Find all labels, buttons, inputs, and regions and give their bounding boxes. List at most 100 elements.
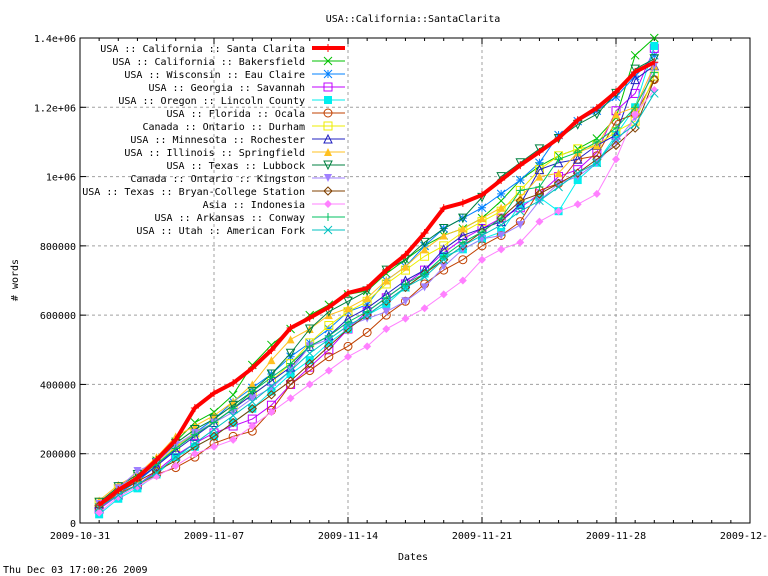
legend-entry: USA :: Illinois :: Springfield [124, 148, 345, 159]
marker-stroke [286, 366, 295, 375]
marker-filled-diamond [95, 508, 104, 517]
legend-entry: Asia :: Indonesia [203, 200, 345, 211]
legend-entry: USA :: Minnesota :: Rochester [130, 133, 345, 146]
marker-filled-diamond [229, 435, 238, 444]
marker-down-triangle [266, 369, 277, 380]
axes: 0 200000 400000 600000 800000 1e+06 1.2e+06 1.4… [34, 34, 768, 542]
marker-filled-diamond [478, 255, 486, 264]
marker-diamond [209, 431, 219, 442]
marker-circle [305, 366, 315, 376]
marker-filled-diamond [382, 325, 391, 333]
legend-label: USA :: Wisconsin :: Eau Claire [124, 70, 305, 81]
legend-entry: USA :: California :: Santa Clarita [100, 44, 345, 55]
marker-stroke [496, 196, 506, 206]
legend-label: USA :: Florida :: Ocala [167, 109, 305, 120]
legend-entry: USA :: Oregon :: Lincoln County [118, 96, 345, 107]
marker-down-triangle [419, 237, 430, 248]
marker-filled-diamond [210, 442, 218, 451]
marker-filled-down-triangle [382, 307, 391, 316]
legend-label: USA :: California :: Bakersfield [112, 57, 305, 68]
marker-filled-diamond [324, 200, 332, 208]
marker-filled-diamond [439, 290, 448, 299]
timestamp: Thu Dec 03 17:00:26 2009 [3, 565, 148, 576]
marker-stroke [152, 468, 161, 478]
marker-stroke [439, 255, 449, 265]
marker-down-triangle [323, 160, 333, 171]
marker-circle [362, 327, 372, 337]
marker-filled-diamond [248, 422, 257, 430]
marker-stroke [420, 272, 429, 282]
marker-diamond [515, 196, 525, 206]
marker-stroke [649, 33, 659, 43]
marker-stroke [573, 168, 583, 178]
legend-label: USA :: Arkansas :: Conway [154, 213, 305, 224]
legend-entry: Canada :: Ontario :: Durham [142, 121, 345, 133]
marker-filled-down-triangle [133, 467, 142, 476]
marker-filled-triangle [324, 148, 332, 156]
marker-filled-triangle [420, 245, 429, 254]
x-tick-label: 2009-11-14 [318, 531, 378, 542]
marker-filled-diamond [535, 217, 544, 226]
marker-stroke [247, 397, 257, 407]
marker-triangle [630, 74, 640, 85]
marker-filled-diamond [324, 366, 333, 375]
marker-down-triangle [304, 324, 315, 335]
marker-stroke [228, 390, 238, 400]
marker-filled-diamond [554, 207, 563, 216]
marker-stroke [611, 134, 621, 143]
series-12 [95, 85, 659, 517]
x-tick-label: 2009-10-31 [50, 531, 110, 542]
marker-filled-diamond [114, 493, 123, 502]
marker-triangle [323, 133, 333, 144]
marker-stroke [496, 189, 506, 199]
marker-filled-diamond [286, 394, 295, 403]
marker-down-triangle [343, 296, 353, 307]
series-line [98, 93, 655, 508]
legend-label: Canada :: Ontario :: Durham [142, 122, 305, 133]
marker-filled-triangle [612, 110, 620, 119]
marker-stroke [649, 89, 659, 98]
marker-diamond [305, 358, 315, 369]
marker-filled-down-triangle [420, 283, 429, 292]
marker-filled-triangle [344, 304, 352, 313]
y-tick-label: 1.2e+06 [34, 103, 76, 114]
marker-filled-triangle [401, 262, 410, 271]
marker-circle [343, 341, 353, 351]
legend-entry: USA :: Utah :: American Fork [136, 225, 345, 237]
marker-diamond [323, 186, 333, 196]
marker-stroke [324, 335, 334, 344]
series-line [98, 89, 655, 513]
marker-box [323, 121, 333, 131]
marker-stroke [630, 120, 640, 129]
marker-stroke [324, 324, 334, 334]
legend-label: USA :: Illinois :: Springfield [124, 148, 305, 159]
x-tick-label: 2009-11-28 [586, 531, 646, 542]
legend-label: USA :: Georgia :: Savannah [148, 83, 305, 94]
marker-filled-triangle [478, 214, 486, 223]
marker-stroke [554, 182, 563, 192]
marker-stroke [323, 56, 333, 66]
marker-filled-down-triangle [439, 262, 448, 271]
marker-filled-diamond [420, 304, 429, 313]
marker-stroke [171, 452, 181, 462]
marker-box [324, 321, 334, 331]
series-line [98, 72, 655, 507]
marker-filled-box [650, 41, 659, 50]
legend-label: USA :: Oregon :: Lincoln County [118, 96, 305, 107]
marker-diamond [228, 417, 238, 428]
marker-filled-triangle [286, 335, 295, 344]
marker-filled-down-triangle [267, 383, 276, 392]
marker-filled-triangle [382, 276, 391, 285]
legend-label: Asia :: Indonesia [203, 200, 305, 211]
marker-filled-diamond [592, 189, 601, 198]
series-group [94, 33, 660, 519]
marker-stroke [305, 348, 315, 358]
marker-down-triangle [438, 224, 449, 234]
marker-filled-diamond [363, 342, 372, 351]
y-tick-label: 400000 [40, 380, 76, 391]
series-line [97, 60, 656, 507]
marker-filled-diamond [190, 449, 199, 458]
marker-stroke [592, 158, 602, 168]
